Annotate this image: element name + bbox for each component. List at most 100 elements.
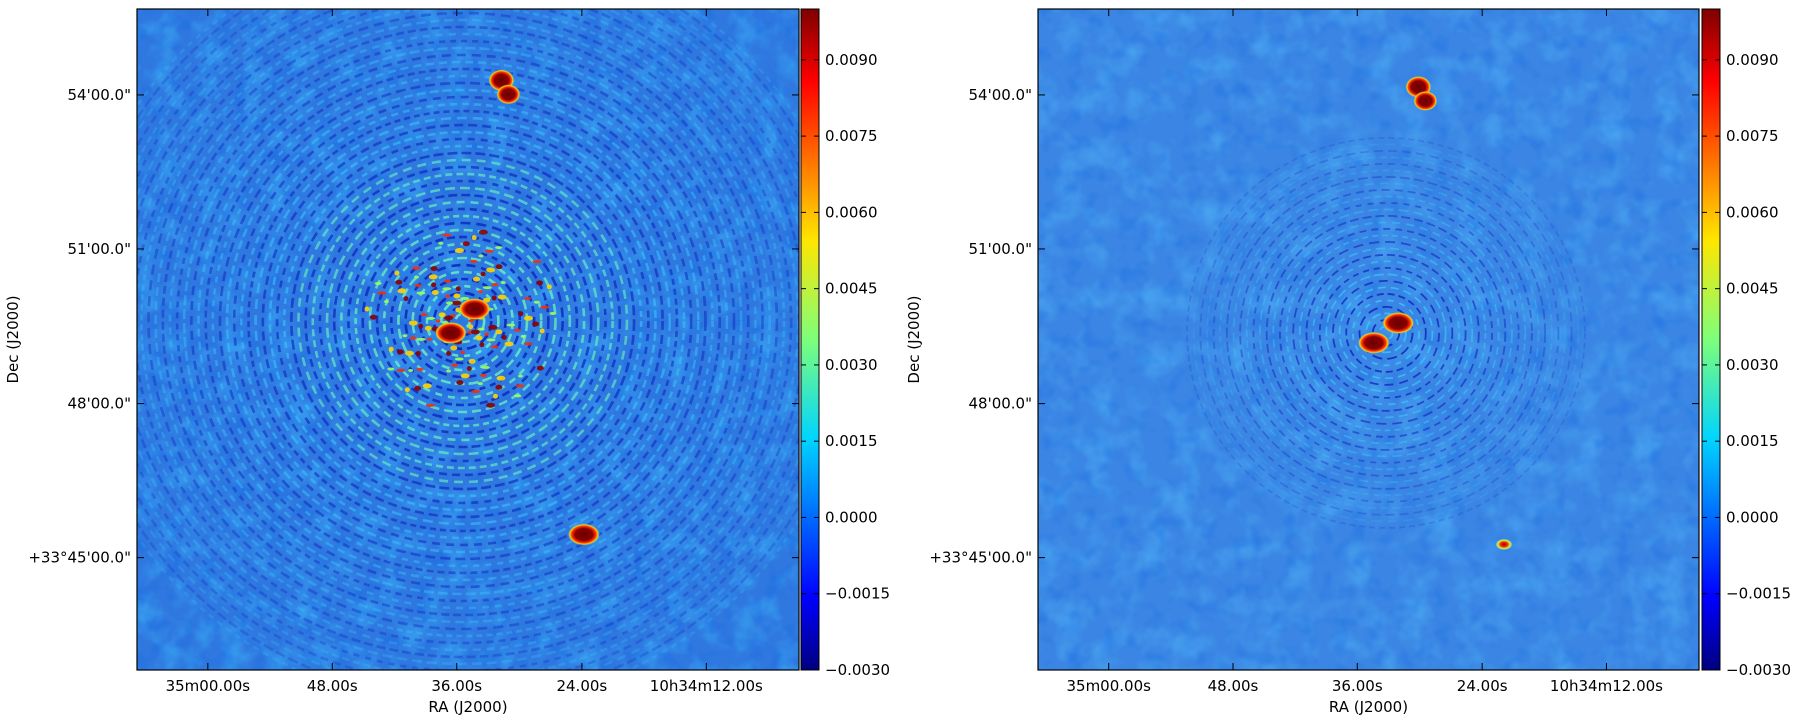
sidelobe-ring bbox=[354, 214, 572, 428]
sidelobe-ring bbox=[1225, 175, 1547, 490]
colorbar-tick-label: 0.0015 bbox=[1726, 432, 1779, 450]
core-speckle bbox=[430, 266, 438, 272]
core-speckle bbox=[438, 241, 444, 245]
sidelobe-ring bbox=[1206, 156, 1566, 510]
core-speckle bbox=[466, 366, 472, 372]
colorbar-tick-label: 0.0075 bbox=[825, 127, 878, 145]
sidelobe-ring bbox=[304, 165, 622, 477]
core-speckle bbox=[486, 267, 496, 273]
north-source bbox=[488, 69, 521, 105]
colorbar-tick-label: 0.0015 bbox=[825, 432, 878, 450]
x-tick-label: 35m00.00s bbox=[1066, 677, 1151, 695]
core-speckle bbox=[478, 254, 484, 258]
sidelobe-ring bbox=[432, 291, 493, 351]
core-speckle bbox=[488, 324, 498, 330]
source-lobe bbox=[1413, 90, 1438, 111]
core-speckle bbox=[480, 271, 486, 277]
core-speckle bbox=[506, 323, 516, 327]
panel-left: 35m00.00s 48.00s 36.00s 24.00s 10h34m12.00s 5… bbox=[4, 8, 890, 716]
sidelobe-ring bbox=[1192, 143, 1580, 523]
sidelobe-ring bbox=[175, 39, 750, 603]
colorbar-tick-label: −0.0030 bbox=[1726, 661, 1791, 679]
core-speckle bbox=[445, 294, 451, 298]
sidelobe-ring bbox=[1245, 195, 1527, 471]
core-speckle bbox=[491, 283, 499, 287]
core-speckle bbox=[471, 390, 481, 394]
core-speckle bbox=[418, 323, 424, 329]
core-speckle bbox=[473, 276, 481, 282]
core-speckle bbox=[416, 337, 426, 341]
core-speckle bbox=[404, 387, 410, 393]
core-speckle bbox=[462, 241, 470, 247]
x-tick-label: 48.00s bbox=[1208, 677, 1259, 695]
sidelobe-ring bbox=[197, 60, 729, 582]
x-tick-label: 36.00s bbox=[431, 677, 482, 695]
sidelobe-rings bbox=[137, 9, 799, 670]
core-speckle bbox=[408, 368, 414, 372]
sidelobe-ring bbox=[218, 81, 707, 561]
sidelobe-ring bbox=[1252, 201, 1520, 464]
core-speckle bbox=[438, 312, 446, 318]
core-speckle bbox=[431, 289, 439, 295]
source-lobe bbox=[496, 84, 521, 105]
core-speckle bbox=[450, 363, 458, 367]
sidelobe-ring bbox=[182, 46, 743, 596]
sidelobe-ring bbox=[347, 207, 579, 435]
colorbar-tick-label: −0.0030 bbox=[825, 661, 890, 679]
core-speckle bbox=[397, 288, 407, 294]
core-speckle bbox=[460, 296, 470, 300]
core-speckle bbox=[500, 281, 506, 285]
core-speckle bbox=[414, 385, 422, 391]
core-speckle bbox=[431, 282, 437, 288]
source-core bbox=[1357, 331, 1390, 354]
core-speckle bbox=[480, 365, 490, 369]
sidelobe-ring bbox=[154, 18, 772, 624]
core-speckle bbox=[486, 338, 496, 342]
core-speckle bbox=[446, 350, 452, 356]
core-speckle bbox=[468, 358, 476, 364]
core-speckle bbox=[491, 295, 497, 301]
sidelobe-ring bbox=[1358, 305, 1414, 360]
map-image bbox=[137, 9, 799, 670]
core-speckle bbox=[495, 264, 503, 270]
sidelobe-ring bbox=[1298, 247, 1474, 419]
core-speckle bbox=[443, 279, 451, 283]
sidelobe-ring bbox=[1186, 136, 1586, 529]
sidelobe-ring bbox=[1279, 227, 1493, 438]
core-speckle bbox=[394, 270, 400, 276]
sidelobe-ring bbox=[375, 235, 550, 407]
core-speckle bbox=[435, 319, 441, 323]
sidelobe-ring bbox=[1285, 234, 1487, 432]
sidelobe-ring bbox=[1219, 169, 1553, 497]
y-axis-label: Dec (J2000) bbox=[4, 295, 22, 383]
core-speckle bbox=[478, 229, 488, 235]
sidelobe-ring bbox=[1232, 182, 1540, 484]
core-speckle bbox=[454, 357, 464, 361]
core-speckle bbox=[387, 367, 395, 371]
sidelobe-ring bbox=[1259, 208, 1513, 458]
core-speckle bbox=[504, 341, 514, 347]
x-tick-label: 10h34m12.00s bbox=[1550, 677, 1663, 695]
sidelobe-ring bbox=[137, 9, 799, 652]
core-speckle bbox=[496, 375, 506, 381]
sidelobe-ring bbox=[1199, 149, 1573, 516]
sidelobe-ring bbox=[1239, 188, 1533, 477]
sidelobe-ring bbox=[1272, 221, 1500, 445]
sidelobe-ring bbox=[1345, 292, 1427, 373]
core-speckle bbox=[396, 368, 406, 372]
core-speckle bbox=[514, 394, 522, 398]
core-speckle bbox=[456, 380, 464, 386]
core-speckle bbox=[495, 246, 503, 250]
core-speckle bbox=[533, 300, 539, 304]
colorbar-tick-label: −0.0015 bbox=[825, 585, 890, 603]
colorbar-tick-label: 0.0090 bbox=[1726, 51, 1779, 69]
y-tick-label: 54'00.0" bbox=[67, 86, 131, 104]
sidelobe-ring bbox=[240, 102, 686, 540]
core-speckle bbox=[524, 296, 532, 300]
x-tick-label: 35m00.00s bbox=[166, 677, 251, 695]
sidelobe-ring bbox=[282, 144, 643, 498]
sidelobe-ring bbox=[1265, 214, 1507, 451]
sidelobe-ring bbox=[261, 123, 664, 519]
x-tick-label: 24.00s bbox=[556, 677, 607, 695]
y-tick-label: +33°45'00.0" bbox=[929, 549, 1032, 567]
